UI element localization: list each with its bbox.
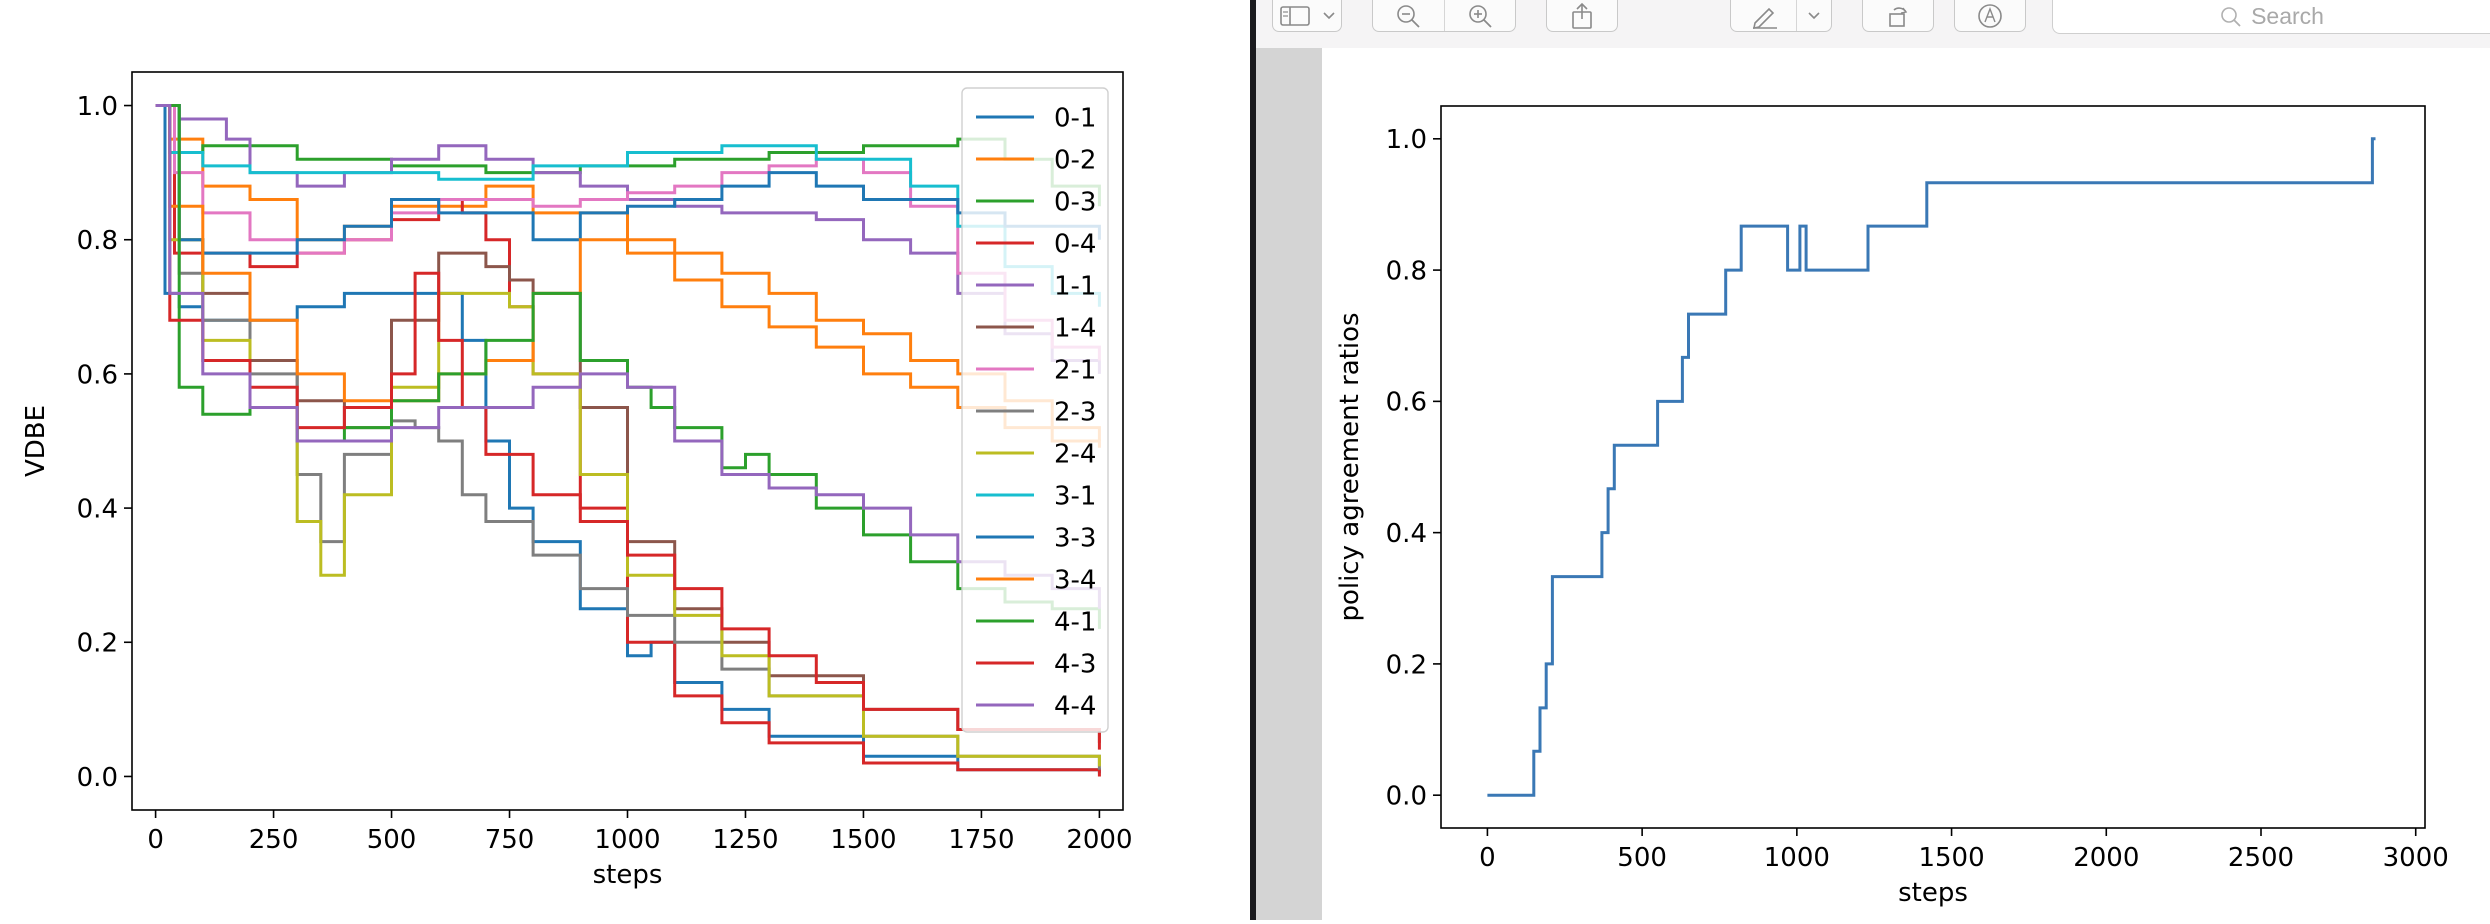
zoom-in-icon xyxy=(1468,4,1492,28)
y-tick-label: 1.0 xyxy=(1386,125,1427,155)
policy-agreement-chart: 0 500 1000 1500 2000 2500 3000 0.0 0.2 0.4 0.6 0.8 1… xyxy=(1335,105,2449,908)
y-tick-label: 0.8 xyxy=(77,226,118,256)
zoom-out-icon xyxy=(1397,4,1420,28)
search-icon xyxy=(2221,6,2241,27)
x-tick-label: 750 xyxy=(485,825,535,855)
search-placeholder: Search xyxy=(2251,3,2324,29)
rotate-icon xyxy=(1863,0,1933,31)
y-tick-label: 0.6 xyxy=(1386,388,1427,418)
legend-label: 0-3 xyxy=(1054,187,1096,217)
y-tick-label: 0.0 xyxy=(1386,782,1427,812)
y-axis-label: policy agreement ratios xyxy=(1335,312,1365,621)
x-tick-label: 1250 xyxy=(712,825,778,855)
y-tick-label: 1.0 xyxy=(77,92,118,122)
y-axis-label: VDBE xyxy=(21,405,51,477)
zoom-out-button[interactable] xyxy=(1373,0,1444,31)
markup-menu-button[interactable] xyxy=(1796,0,1831,31)
legend-label: 1-4 xyxy=(1054,313,1096,343)
markup-pen-icon xyxy=(1752,7,1777,29)
sidebar-strip xyxy=(1256,48,1322,920)
sidebar-toggle-button[interactable] xyxy=(1272,0,1342,32)
x-tick-label: 1000 xyxy=(594,825,660,855)
legend-label: 2-1 xyxy=(1054,355,1096,385)
annotate-icon xyxy=(1955,0,2025,31)
chevron-down-icon xyxy=(1808,11,1820,19)
legend-label: 4-4 xyxy=(1054,691,1096,721)
series-line-4-3 xyxy=(155,104,1101,750)
legend-label: 3-1 xyxy=(1054,481,1096,511)
x-axis-label: steps xyxy=(1898,878,1968,908)
series-line-line-0 xyxy=(1487,137,2376,797)
x-tick-label: 2000 xyxy=(2073,843,2139,873)
markup-group xyxy=(1730,0,1832,32)
x-tick-label: 500 xyxy=(1617,843,1667,873)
series-line-4-4 xyxy=(155,104,1101,609)
y-tick-label: 0.4 xyxy=(77,494,118,524)
sidebar-icon xyxy=(1273,0,1317,31)
legend-label: 2-3 xyxy=(1054,397,1096,427)
legend-label: 4-1 xyxy=(1054,607,1096,637)
series-line-3-3 xyxy=(155,104,1101,255)
y-tick-label: 0.8 xyxy=(1386,256,1427,286)
search-field[interactable]: Search xyxy=(2052,0,2490,34)
legend-label: 0-1 xyxy=(1054,103,1096,133)
share-button[interactable] xyxy=(1546,0,1618,32)
legend-label: 0-2 xyxy=(1054,145,1096,175)
rotate-button[interactable] xyxy=(1862,0,1934,32)
x-tick-label: 2500 xyxy=(2228,843,2294,873)
x-tick-label: 2000 xyxy=(1066,825,1132,855)
y-tick-label: 0.0 xyxy=(77,763,118,793)
series-line-0-2 xyxy=(155,104,1101,441)
legend-label: 4-3 xyxy=(1054,649,1096,679)
x-tick-label: 1750 xyxy=(948,825,1014,855)
preview-toolbar: Search xyxy=(1256,0,2490,49)
preview-window: Search 0 500 1000 1500 2000 2500 3000 0.0 0.2 0.4… xyxy=(1256,0,2490,920)
x-tick-label: 0 xyxy=(1479,843,1496,873)
chevron-down-icon[interactable] xyxy=(1317,0,1341,31)
x-axis-label: steps xyxy=(593,860,663,890)
x-tick-label: 1500 xyxy=(1918,843,1984,873)
y-tick-label: 0.6 xyxy=(77,360,118,390)
legend-label: 0-4 xyxy=(1054,229,1096,259)
x-tick-label: 500 xyxy=(367,825,417,855)
plot-frame xyxy=(1440,105,2426,829)
legend: 0-1 0-2 0-3 0-4 1-1 1-4 2-1 2-3 2-4 3-1 3-3 3-4 4-1 4… xyxy=(961,87,1109,733)
legend-label: 3-3 xyxy=(1054,523,1096,553)
x-tick-label: 1000 xyxy=(1764,843,1830,873)
x-tick-label: 250 xyxy=(249,825,299,855)
legend-label: 1-1 xyxy=(1054,271,1096,301)
annotate-button[interactable] xyxy=(1954,0,2026,32)
x-tick-label: 0 xyxy=(147,825,164,855)
y-tick-label: 0.4 xyxy=(1386,519,1427,549)
x-tick-label: 3000 xyxy=(2383,843,2449,873)
zoom-group xyxy=(1372,0,1516,32)
markup-button[interactable] xyxy=(1731,0,1796,31)
document-page[interactable]: 0 500 1000 1500 2000 2500 3000 0.0 0.2 0.4 0.6 0.8 1… xyxy=(1322,48,2490,920)
vdbe-chart: 0 250 500 750 1000 1250 1500 1750 2000 0.0 0.2 0.4 0… xyxy=(21,71,1132,890)
left-figure-window: 0 250 500 750 1000 1250 1500 1750 2000 0.0 0.2 0.4 0… xyxy=(0,0,1250,920)
x-tick-label: 1500 xyxy=(830,825,896,855)
y-tick-label: 0.2 xyxy=(1386,650,1427,680)
legend-label: 2-4 xyxy=(1054,439,1096,469)
window-divider xyxy=(1250,0,1256,920)
zoom-in-button[interactable] xyxy=(1443,0,1516,31)
share-icon xyxy=(1547,0,1617,31)
y-tick-label: 0.2 xyxy=(77,629,118,659)
legend-label: 3-4 xyxy=(1054,565,1096,595)
series-line-3-4 xyxy=(155,104,1101,448)
